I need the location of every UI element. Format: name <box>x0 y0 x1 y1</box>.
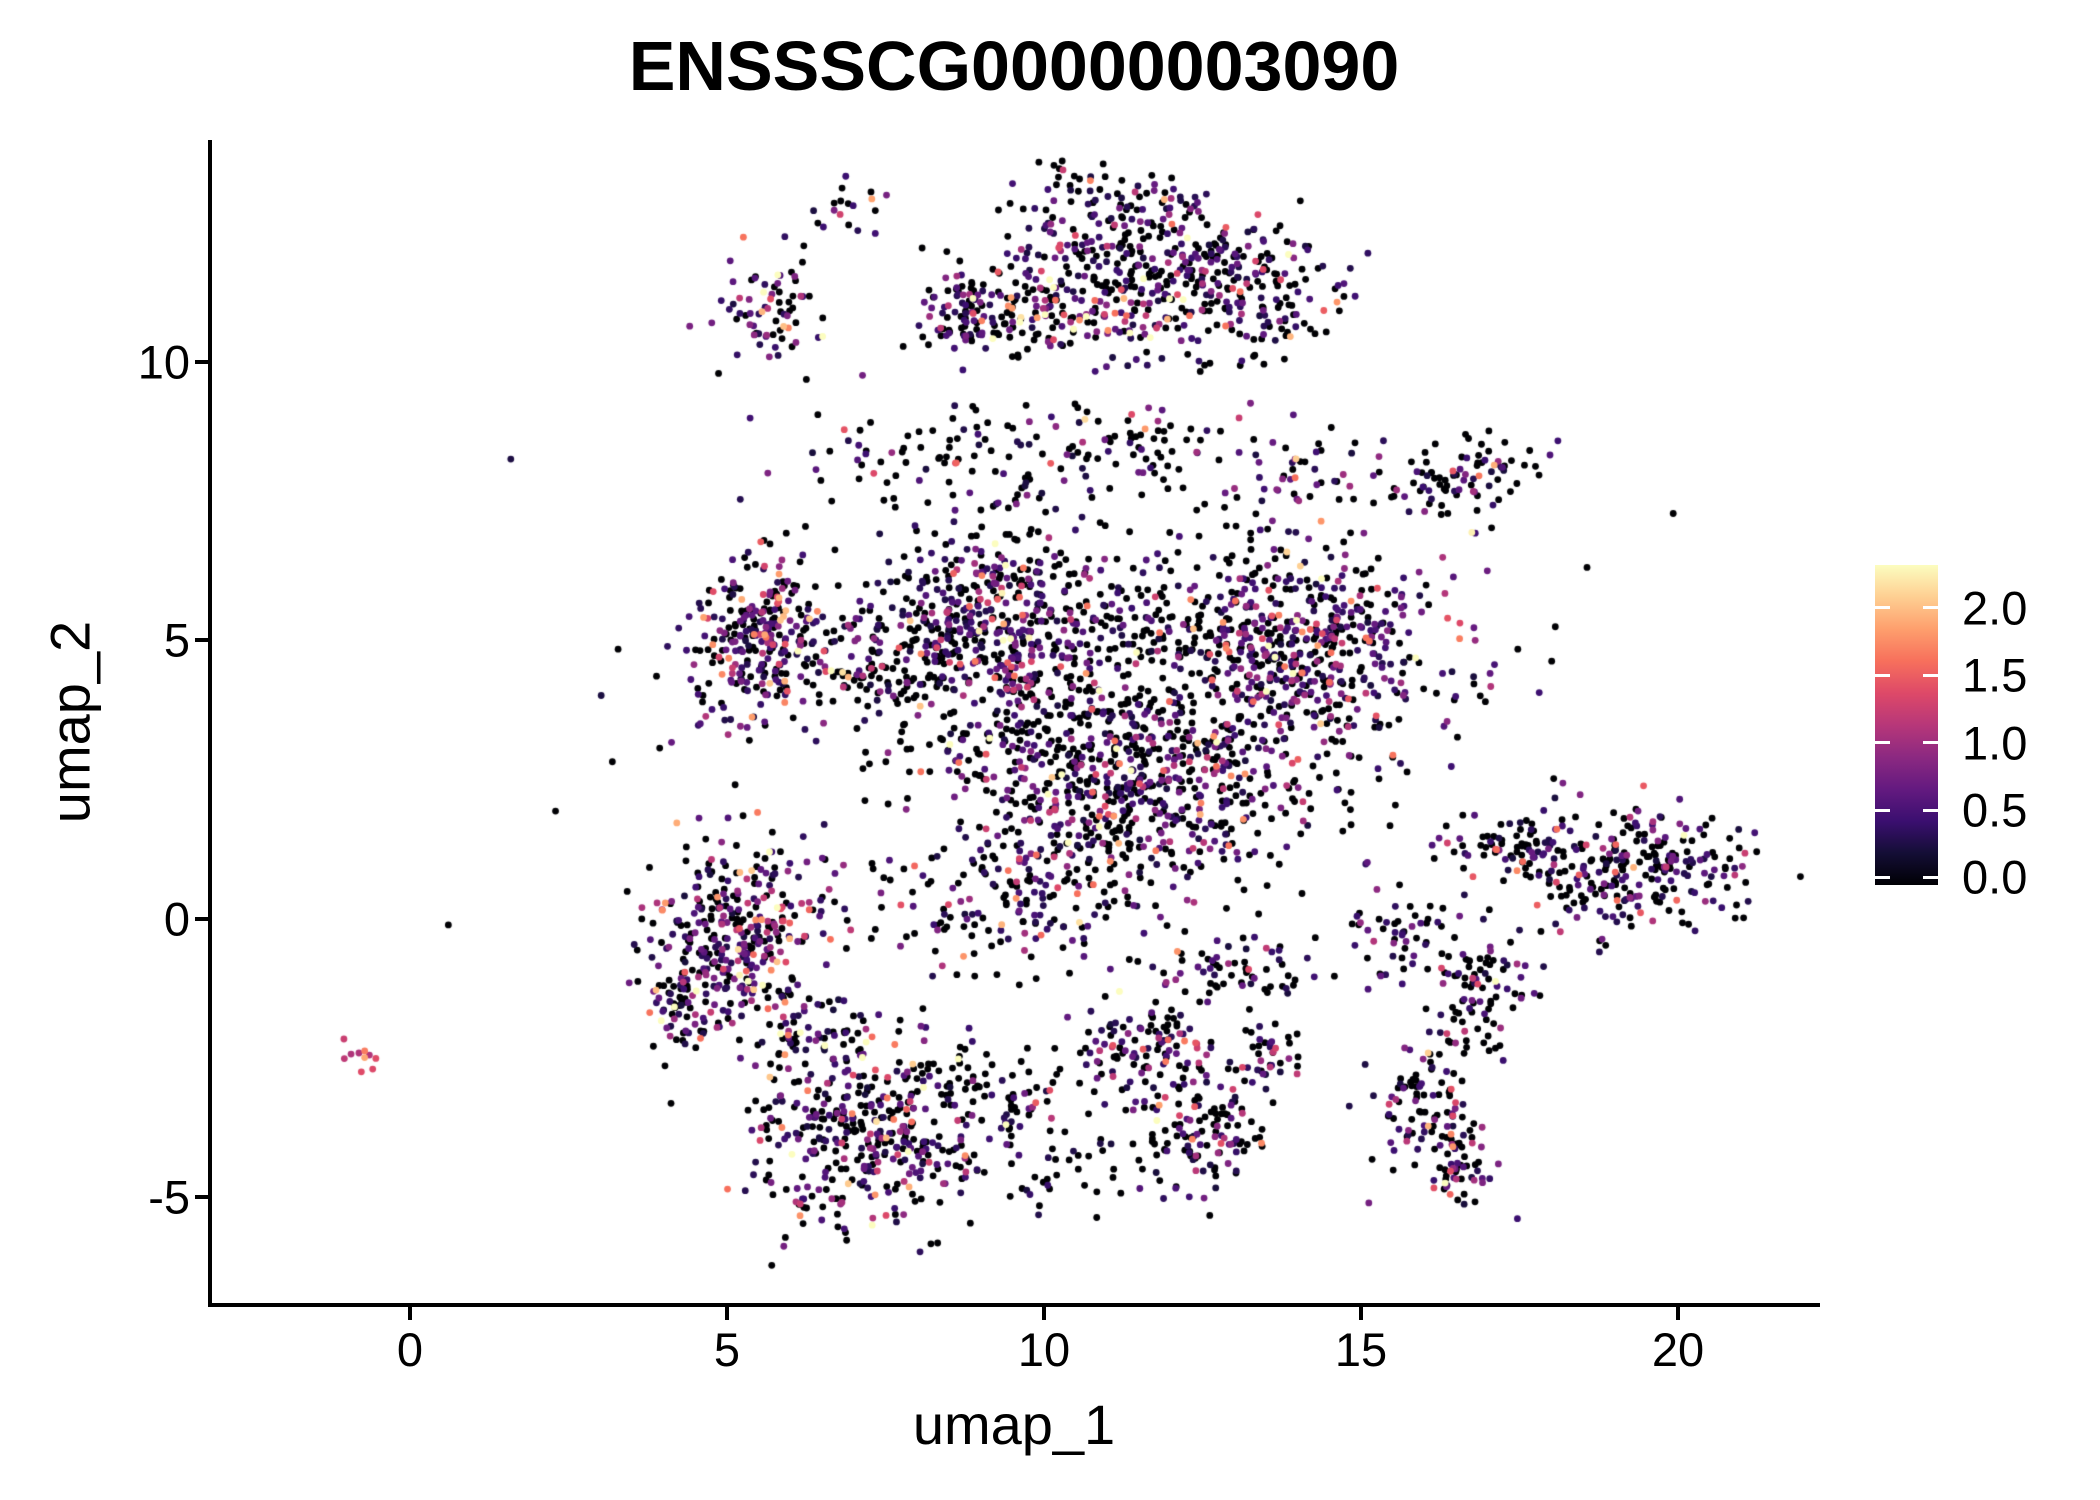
y-tick-label: -5 <box>148 1170 190 1224</box>
colorbar-notch <box>1923 606 1938 609</box>
colorbar-notch <box>1875 876 1890 879</box>
y-tick-0 <box>195 917 208 921</box>
colorbar-gradient <box>1875 565 1938 885</box>
y-tick-label: 5 <box>163 613 190 667</box>
colorbar-notch <box>1923 674 1938 677</box>
colorbar-notch <box>1875 606 1890 609</box>
colorbar-notch <box>1875 741 1890 744</box>
colorbar-notch <box>1875 809 1890 812</box>
y-tick-label: 0 <box>163 892 190 946</box>
x-axis-line <box>208 1303 1820 1307</box>
colorbar-tick-label: 0.0 <box>1962 850 2028 904</box>
colorbar-tick-label: 0.5 <box>1962 783 2028 837</box>
colorbar-tick-label: 1.0 <box>1962 716 2028 770</box>
colorbar-notch <box>1923 876 1938 879</box>
colorbar-notch <box>1923 741 1938 744</box>
y-tick-5 <box>195 638 208 642</box>
y-axis-label: umap_2 <box>38 620 102 824</box>
y-tick-label: 10 <box>137 335 190 389</box>
x-tick-15 <box>1359 1307 1363 1320</box>
x-tick-0 <box>408 1307 412 1320</box>
colorbar-tick-label: 2.0 <box>1962 581 2028 635</box>
x-tick-label: 15 <box>1334 1323 1388 1376</box>
colorbar-notch <box>1875 674 1890 677</box>
colorbar-notch <box>1923 809 1938 812</box>
y-tick-neg5 <box>195 1195 208 1199</box>
colorbar-tick-label: 1.5 <box>1962 648 2028 702</box>
x-tick-label: 0 <box>396 1323 424 1376</box>
x-tick-label: 5 <box>713 1323 741 1376</box>
x-tick-label: 10 <box>1017 1323 1071 1376</box>
x-tick-10 <box>1042 1307 1046 1320</box>
y-tick-10 <box>195 360 208 364</box>
x-axis-label: umap_1 <box>912 1393 1116 1456</box>
y-axis-line <box>208 140 212 1307</box>
x-tick-label: 20 <box>1651 1323 1705 1376</box>
x-tick-20 <box>1676 1307 1680 1320</box>
x-tick-5 <box>725 1307 729 1320</box>
